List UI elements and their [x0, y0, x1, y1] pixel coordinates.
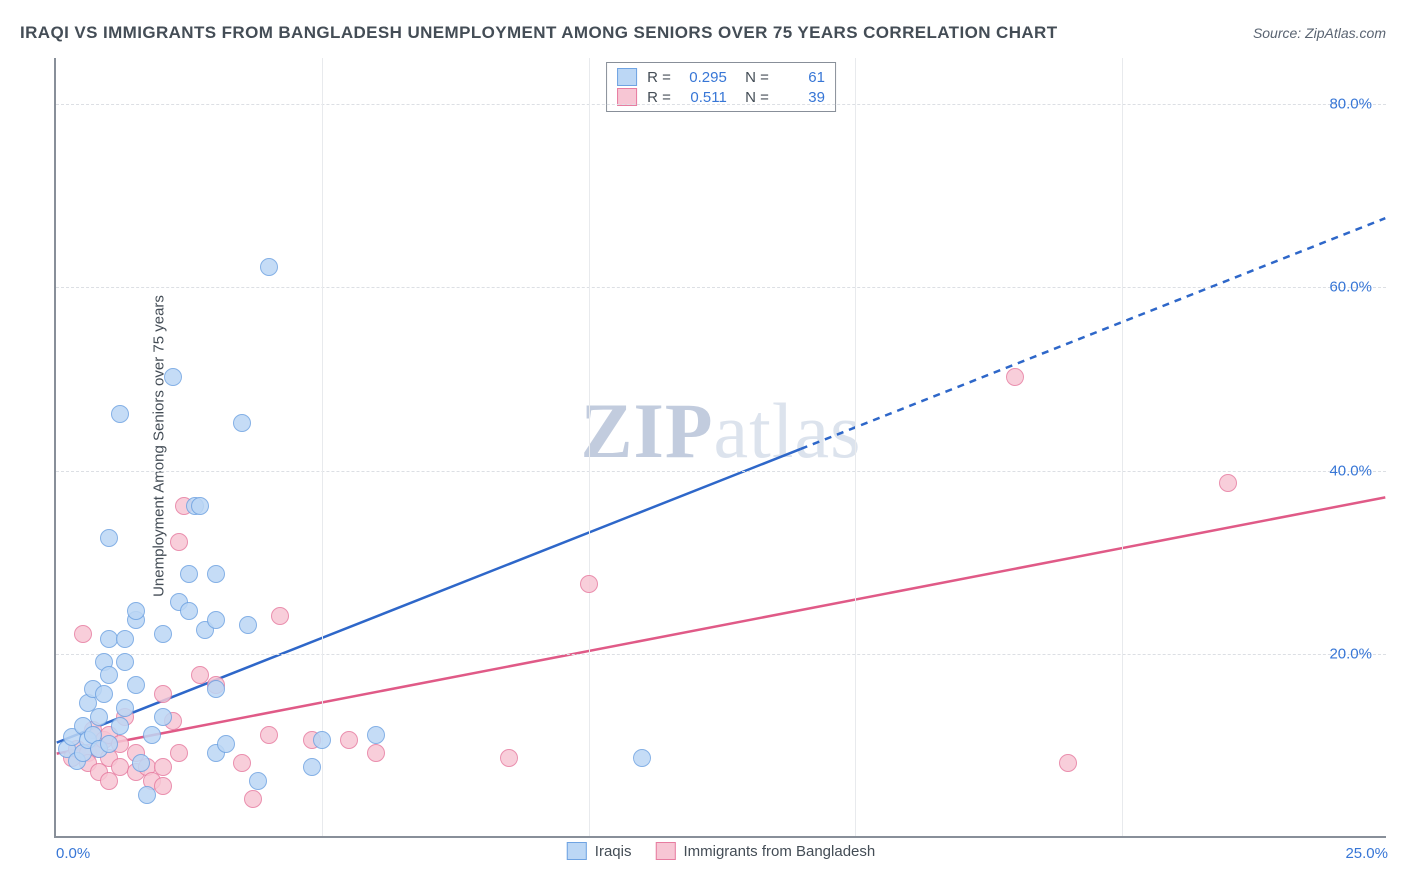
data-point	[191, 497, 209, 515]
data-point	[239, 616, 257, 634]
data-point	[633, 749, 651, 767]
data-point	[143, 726, 161, 744]
legend-label: Immigrants from Bangladesh	[683, 843, 875, 860]
data-point	[100, 529, 118, 547]
data-point	[170, 533, 188, 551]
data-point	[132, 754, 150, 772]
stats-row-iraqis: R = 0.295 N = 61	[615, 67, 827, 87]
data-point	[367, 744, 385, 762]
scatter-chart: ZIPatlas R = 0.295 N = 61 R = 0.511 N = …	[54, 58, 1386, 838]
data-point	[260, 258, 278, 276]
legend-label: Iraqis	[595, 843, 632, 860]
data-point	[154, 758, 172, 776]
data-point	[116, 653, 134, 671]
grid-line-h	[56, 654, 1386, 655]
data-point	[154, 685, 172, 703]
data-point	[207, 680, 225, 698]
r-label: R =	[647, 69, 671, 86]
regression-lines	[56, 58, 1386, 836]
data-point	[367, 726, 385, 744]
data-point	[127, 602, 145, 620]
swatch-iraqis	[567, 842, 587, 860]
series-legend: Iraqis Immigrants from Bangladesh	[567, 842, 875, 860]
swatch-bangladesh	[655, 842, 675, 860]
y-tick-label: 60.0%	[1329, 279, 1372, 296]
data-point	[170, 744, 188, 762]
y-tick-label: 20.0%	[1329, 646, 1372, 663]
data-point	[154, 708, 172, 726]
data-point	[100, 735, 118, 753]
data-point	[233, 754, 251, 772]
data-point	[90, 708, 108, 726]
data-point	[111, 405, 129, 423]
swatch-iraqis	[617, 68, 637, 86]
data-point	[580, 575, 598, 593]
x-tick-label: 0.0%	[56, 845, 90, 862]
data-point	[180, 602, 198, 620]
grid-line-v	[1122, 58, 1123, 836]
data-point	[244, 790, 262, 808]
data-point	[100, 666, 118, 684]
data-point	[217, 735, 235, 753]
data-point	[249, 772, 267, 790]
grid-line-h	[56, 471, 1386, 472]
data-point	[207, 565, 225, 583]
data-point	[303, 758, 321, 776]
legend-item-iraqis: Iraqis	[567, 842, 632, 860]
y-tick-label: 40.0%	[1329, 462, 1372, 479]
grid-line-v	[322, 58, 323, 836]
data-point	[116, 630, 134, 648]
grid-line-v	[589, 58, 590, 836]
data-point	[154, 777, 172, 795]
data-point	[271, 607, 289, 625]
data-point	[74, 625, 92, 643]
data-point	[1219, 474, 1237, 492]
data-point	[180, 565, 198, 583]
data-point	[111, 717, 129, 735]
regression-line	[801, 218, 1386, 449]
grid-line-h	[56, 287, 1386, 288]
data-point	[313, 731, 331, 749]
data-point	[340, 731, 358, 749]
source-attribution: Source: ZipAtlas.com	[1253, 25, 1386, 41]
x-tick-label: 25.0%	[1345, 845, 1388, 862]
data-point	[500, 749, 518, 767]
data-point	[233, 414, 251, 432]
data-point	[164, 368, 182, 386]
chart-title: IRAQI VS IMMIGRANTS FROM BANGLADESH UNEM…	[20, 23, 1058, 43]
data-point	[207, 611, 225, 629]
r-value-iraqis: 0.295	[681, 69, 727, 86]
data-point	[1059, 754, 1077, 772]
data-point	[154, 625, 172, 643]
grid-line-h	[56, 104, 1386, 105]
data-point	[95, 685, 113, 703]
data-point	[127, 676, 145, 694]
legend-item-bangladesh: Immigrants from Bangladesh	[655, 842, 875, 860]
data-point	[260, 726, 278, 744]
y-tick-label: 80.0%	[1329, 95, 1372, 112]
n-value-iraqis: 61	[779, 69, 825, 86]
grid-line-v	[855, 58, 856, 836]
n-label: N =	[737, 69, 769, 86]
data-point	[138, 786, 156, 804]
data-point	[116, 699, 134, 717]
data-point	[1006, 368, 1024, 386]
